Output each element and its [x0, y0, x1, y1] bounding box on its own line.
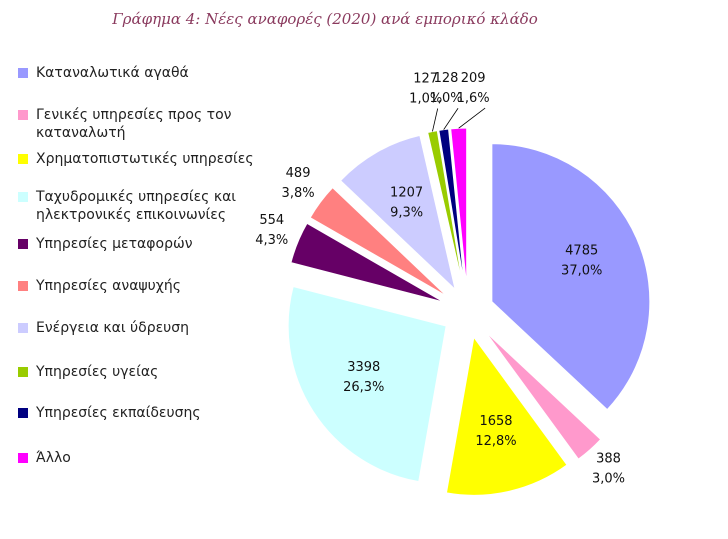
legend-swatch — [18, 110, 28, 120]
pie-slice — [484, 331, 602, 460]
legend-item: Ταχυδρομικές υπηρεσίες και ηλεκτρονικές … — [18, 188, 291, 224]
legend-label: Χρηματοπιστωτικές υπηρεσίες — [36, 151, 254, 167]
legend-label: Υπηρεσίες αναψυχής — [36, 278, 181, 294]
percent-label: 1,0% — [409, 91, 442, 106]
legend-swatch — [18, 192, 28, 202]
legend-label: Καταναλωτικά αγαθά — [36, 65, 189, 81]
percent-label: 37,0% — [561, 264, 602, 279]
legend-item: Γενικές υπηρεσίες προς τον καταναλωτή — [18, 106, 291, 142]
leader-line — [443, 108, 459, 130]
pie-slice — [445, 336, 568, 496]
legend-swatch — [18, 239, 28, 249]
legend-label: Υπηρεσίες μεταφορών — [36, 236, 193, 252]
legend-item: Ενέργεια και ύδρευση — [18, 319, 291, 337]
value-label: 3398 — [347, 360, 380, 375]
legend-label: Υπηρεσίες υγείας — [36, 364, 159, 380]
legend-swatch — [18, 281, 28, 291]
percent-label: 4,3% — [255, 233, 288, 248]
pie-slice — [427, 130, 464, 287]
legend-label: Ταχυδρομικές υπηρεσίες και ηλεκτρονικές … — [36, 189, 237, 223]
percent-label: 26,3% — [343, 380, 384, 395]
legend-swatch — [18, 323, 28, 333]
legend-label: Γενικές υπηρεσίες προς τον καταναλωτή — [36, 107, 232, 141]
percent-label: 1,6% — [457, 91, 490, 106]
leader-line — [458, 107, 486, 129]
percent-label: 9,3% — [390, 205, 423, 220]
percent-label: 3,8% — [282, 186, 315, 201]
legend-label: Ενέργεια και ύδρευση — [36, 320, 190, 336]
pie-slice — [287, 285, 447, 483]
legend-swatch — [18, 68, 28, 78]
value-label: 489 — [286, 166, 311, 181]
pie-slice — [491, 143, 651, 411]
pie-slice — [339, 134, 456, 291]
value-label: 1207 — [390, 185, 423, 200]
legend-label: Άλλο — [36, 450, 71, 466]
legend-swatch — [18, 453, 28, 463]
legend-label: Υπηρεσίες εκπαίδευσης — [36, 405, 201, 421]
percent-label: 12,8% — [475, 434, 516, 449]
legend-item: Άλλο — [18, 449, 291, 467]
legend-item: Υπηρεσίες αναψυχής — [18, 277, 291, 295]
pie-slice — [290, 222, 445, 303]
value-label: 209 — [461, 71, 486, 86]
legend-swatch — [18, 154, 28, 164]
legend-item: Καταναλωτικά αγαθά — [18, 64, 291, 82]
leader-line — [432, 108, 439, 132]
legend-item: Χρηματοπιστωτικές υπηρεσίες — [18, 150, 291, 168]
value-label: 1658 — [479, 414, 512, 429]
value-label: 127 — [413, 71, 438, 86]
legend-swatch — [18, 408, 28, 418]
pie-slice — [438, 128, 466, 287]
value-label: 4785 — [565, 244, 598, 259]
legend-swatch — [18, 367, 28, 377]
value-label: 128 — [434, 71, 459, 86]
percent-label: 3,0% — [592, 472, 625, 487]
percent-label: 1,0% — [430, 91, 463, 106]
legend-item: Υπηρεσίες εκπαίδευσης — [18, 404, 291, 422]
pie-slice — [309, 186, 448, 297]
value-label: 554 — [259, 213, 284, 228]
legend-item: Υπηρεσίες υγείας — [18, 363, 291, 381]
chart-title: Γράφημα 4: Νέες αναφορές (2020) ανά εμπο… — [111, 10, 538, 28]
legend-item: Υπηρεσίες μεταφορών — [18, 235, 291, 253]
value-label: 388 — [596, 452, 621, 467]
